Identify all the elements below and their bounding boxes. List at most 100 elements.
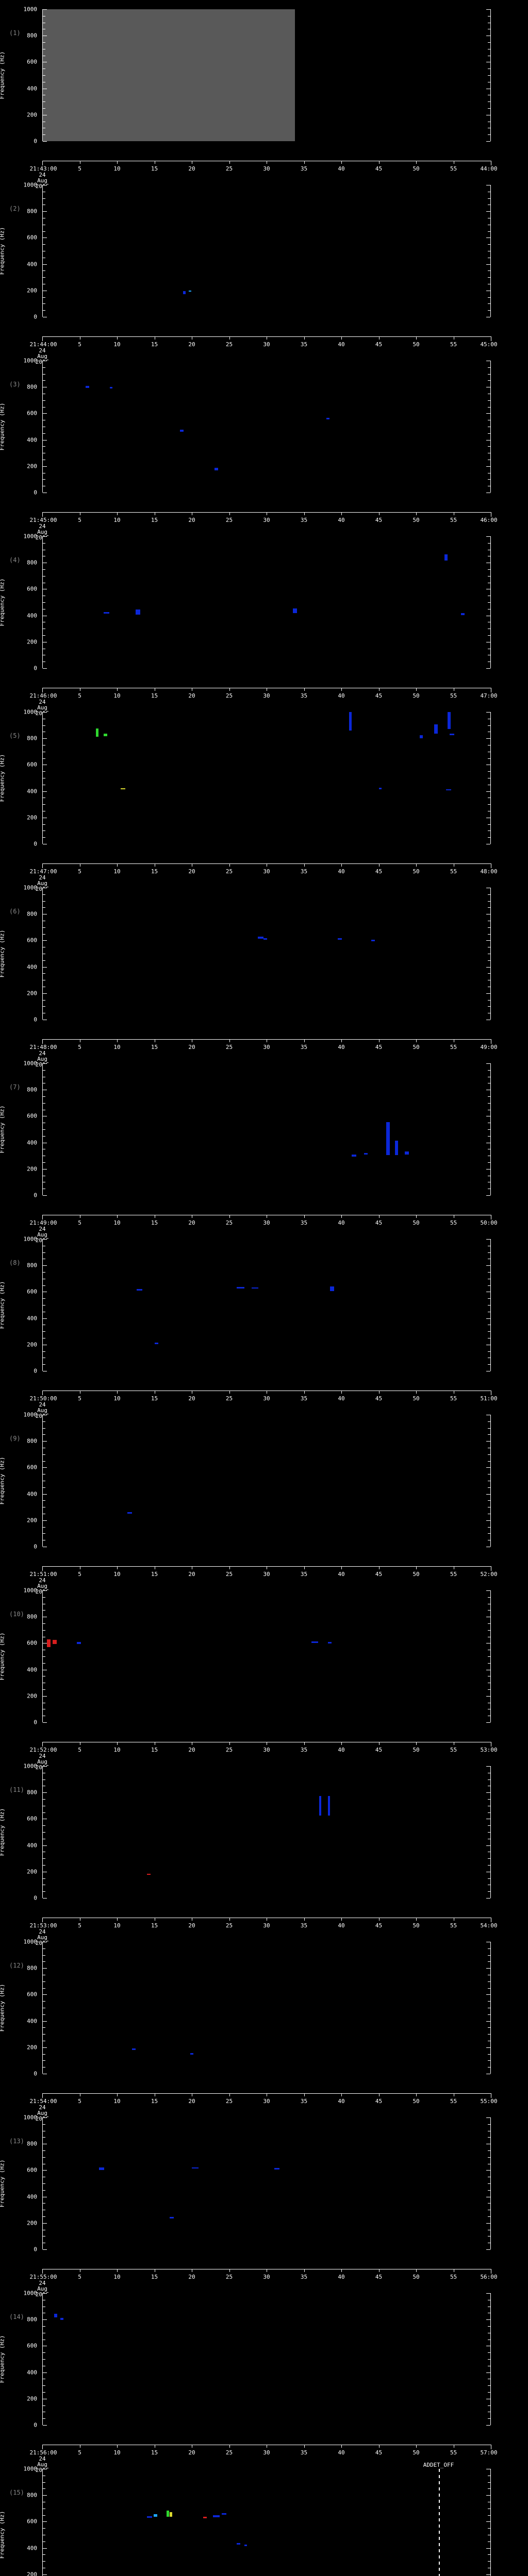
x-axis-tick-label: 55 — [450, 517, 457, 523]
y-axis-tick — [43, 1766, 47, 1767]
y-axis-tick — [488, 635, 490, 636]
x-axis-tick-label: 10 — [113, 1219, 121, 1226]
y-axis-tick-labels: 0 200 400 600 800 1000 — [0, 358, 39, 496]
x-axis-tick — [378, 2269, 380, 2272]
y-axis-tick — [488, 1500, 490, 1501]
y-axis-tick — [488, 2488, 490, 2489]
y-axis-tick — [488, 1129, 490, 1130]
x-axis-tick — [416, 688, 417, 691]
y-axis-tick — [43, 1955, 45, 1956]
date-line: 24 — [39, 874, 46, 881]
y-axis-tick — [43, 303, 45, 304]
y-axis-tick — [43, 2554, 45, 2555]
y-axis-tick-label: 200 — [27, 1868, 37, 1875]
y-axis-tick — [43, 1318, 47, 1319]
y-axis-tick — [486, 1994, 490, 1995]
y-axis-tick-label: 0 — [34, 840, 37, 848]
y-axis-tick — [486, 1195, 490, 1196]
x-axis-tick-label: 50 — [412, 341, 420, 348]
y-axis-tick-label: 0 — [34, 1016, 37, 1023]
y-axis-tick — [488, 1799, 490, 1800]
y-axis-tick — [486, 738, 490, 739]
y-axis-tick-label: 200 — [27, 990, 37, 997]
x-axis-tick-label: 5 — [78, 868, 81, 875]
spectrogram-panel: 0 200 400 600 800 1000 Frequency (Hz) (10) 21:52… — [0, 1588, 528, 1771]
x-axis-tick-label: 35 — [300, 1219, 308, 1226]
detection-mark — [274, 2168, 279, 2170]
y-axis-rail — [490, 2117, 491, 2249]
y-axis-tick — [488, 1103, 490, 1104]
x-axis-tick — [341, 2269, 342, 2272]
y-axis-tick — [43, 1961, 45, 1962]
spectrogram-panel: 0 200 400 600 800 1000 Frequency (Hz) (1) 21:43:… — [0, 7, 528, 190]
x-axis-tick — [229, 161, 230, 164]
x-axis-tick-label: 55 — [450, 2449, 457, 2456]
x-axis-tick-label: 20 — [188, 868, 195, 875]
panel-number-label: (6) — [9, 908, 21, 915]
y-axis-tick — [488, 771, 490, 772]
x-axis-tick-label: 35 — [300, 2449, 308, 2456]
date-line: Aug — [37, 1934, 47, 1941]
x-axis-tick-label: 20 — [188, 1395, 195, 1402]
x-axis-tick — [304, 1391, 305, 1394]
y-axis-tick-labels: 0 200 400 600 800 1000 — [0, 1939, 39, 2077]
x-axis-tick-label: 35 — [300, 2098, 308, 2105]
x-axis-tick-label: 46:00 — [480, 517, 498, 523]
y-axis-tick — [43, 1195, 47, 1196]
y-axis-title: Frequency (Hz) — [0, 1456, 6, 1505]
y-axis-rail — [490, 536, 491, 668]
y-axis-tick-label: 400 — [27, 261, 37, 268]
detection-mark — [136, 1289, 143, 1291]
y-axis-tick — [488, 1656, 490, 1657]
y-axis-rail — [42, 1063, 43, 1195]
date-line: 24 — [39, 1050, 46, 1057]
detection-mark — [99, 2167, 105, 2171]
x-axis-tick — [229, 1391, 230, 1394]
y-axis-tick-label: 800 — [27, 1437, 37, 1445]
detection-mark — [179, 429, 184, 432]
y-axis-tick-label: 600 — [27, 1639, 37, 1647]
x-axis-tick-label: 55 — [450, 341, 457, 348]
x-axis-tick-label: 35 — [300, 1922, 308, 1929]
y-axis-tick — [488, 2482, 490, 2483]
x-axis-tick-label: 40 — [338, 1044, 345, 1050]
x-axis-tick — [304, 336, 305, 340]
x-axis-tick-label: 25 — [225, 165, 233, 172]
y-axis-tick — [488, 2034, 490, 2035]
y-axis-tick — [43, 2574, 47, 2575]
y-axis-tick — [488, 198, 490, 199]
y-axis-tick — [488, 1981, 490, 1982]
y-axis-tick — [43, 940, 47, 941]
x-axis-tick — [42, 512, 43, 517]
x-axis-tick-label: 30 — [263, 2274, 270, 2280]
y-axis-rail — [42, 712, 43, 844]
y-axis-tick — [43, 374, 45, 375]
x-axis-tick — [42, 688, 43, 692]
y-axis-tick — [43, 1968, 47, 1969]
y-axis-tick — [43, 993, 47, 994]
y-axis-tick — [43, 2124, 45, 2125]
x-axis-tick-label: 55 — [450, 868, 457, 875]
x-axis-tick-label: 10 — [113, 1044, 121, 1050]
x-axis-tick-label: 40 — [338, 692, 345, 699]
y-axis-tick — [488, 367, 490, 368]
detection-mark — [76, 1642, 81, 1645]
y-axis-tick-label: 1000 — [23, 2290, 38, 2297]
y-axis-tick — [486, 2548, 490, 2549]
y-axis-tick — [43, 1070, 45, 1071]
x-axis-tick-label: 10 — [113, 1571, 121, 1578]
y-axis-tick — [43, 2319, 47, 2320]
y-axis-tick — [43, 668, 47, 669]
y-axis-tick — [43, 1832, 45, 1833]
y-axis-tick — [43, 2528, 45, 2529]
x-axis-tick-label: 25 — [225, 1571, 233, 1578]
y-axis-tick — [43, 2117, 47, 2118]
y-axis-tick — [488, 1351, 490, 1352]
detection-mark — [364, 1153, 368, 1155]
x-axis-tick-label: 35 — [300, 692, 308, 699]
x-axis-tick-label: 50 — [412, 1922, 420, 1929]
y-axis-rail — [490, 1590, 491, 1722]
y-axis-tick — [488, 1272, 490, 1273]
x-axis-tick — [117, 1742, 118, 1745]
y-axis-tick — [43, 2521, 47, 2522]
